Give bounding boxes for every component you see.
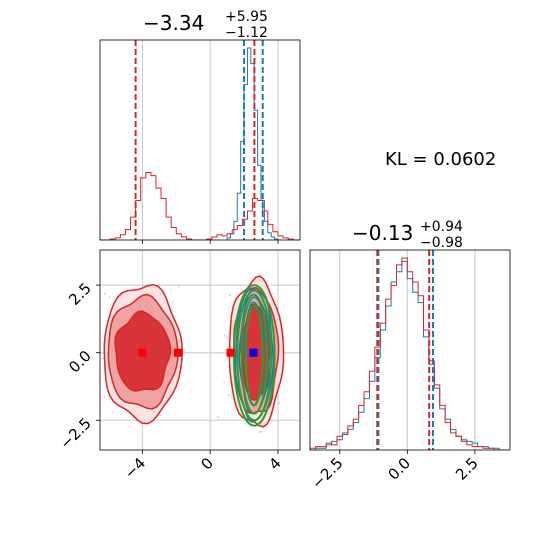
- joint-sample-point: [260, 430, 263, 433]
- panel-param1-histogram: [99, 39, 301, 244]
- param1-title: −3.34 +5.95 −1.12: [143, 9, 268, 41]
- joint-sample-point: [225, 336, 228, 339]
- param2-title-plus: +0.94: [420, 219, 463, 235]
- joint-sample-point: [172, 300, 174, 303]
- joint-sample-point: [229, 294, 231, 297]
- kl-annotation: KL = 0.0602: [385, 149, 496, 170]
- red-marker-1: [173, 348, 182, 357]
- joint-plot-area: [70, 275, 285, 433]
- joint-sample-point: [258, 431, 261, 433]
- p2-red-histogram: [310, 257, 510, 450]
- param2-title: −0.13 +0.94 −0.98: [352, 219, 463, 251]
- joint-sample-point: [223, 334, 226, 337]
- p2-xtick-label-0: −2.5: [308, 454, 346, 492]
- joint-sample-point: [102, 357, 104, 360]
- panel-joint-contour: −4 0 4 −2.5 0.0 2.5: [56, 249, 301, 482]
- p1-red-histogram: [100, 172, 300, 240]
- joint-sample-point: [108, 296, 111, 299]
- joint-sample-point: [217, 415, 219, 418]
- joint-sample-point: [183, 349, 186, 352]
- joint-sample-point: [223, 381, 226, 384]
- panel-param2-histogram: −2.5 0.0 2.5: [308, 249, 511, 493]
- p1-hist-area: [100, 40, 300, 240]
- green-contour-0: [244, 304, 264, 407]
- p2-hist-area: [310, 250, 510, 450]
- param1-title-value: −3.34: [143, 11, 204, 35]
- param1-title-minus: −1.12: [225, 25, 268, 41]
- p2-xtick-label-1: 0.0: [385, 454, 415, 484]
- joint-sample-point: [228, 394, 230, 396]
- joint-sample-point: [112, 411, 115, 414]
- joint-sample-point: [70, 332, 72, 334]
- red-marker-2: [226, 348, 235, 357]
- joint-ytick-label-1: 0.0: [65, 347, 95, 377]
- joint-ytick-label-0: −2.5: [56, 414, 94, 452]
- p1-frame: [99, 39, 301, 241]
- blue-marker-0: [249, 348, 258, 357]
- joint-sample-point: [159, 414, 161, 417]
- joint-sample-point: [177, 285, 180, 287]
- joint-sample-point: [272, 293, 275, 296]
- red-marker-0: [138, 348, 147, 357]
- joint-sample-point: [278, 402, 281, 405]
- joint-frame: [99, 249, 301, 451]
- joint-xtick-label-0: −4: [121, 454, 149, 482]
- p2-frame: [309, 249, 511, 451]
- param2-title-value: −0.13: [352, 221, 413, 245]
- param1-title-plus: +5.95: [225, 9, 268, 25]
- joint-sample-point: [103, 292, 106, 295]
- p2-xtick-label-2: 2.5: [452, 454, 482, 484]
- joint-xtick-label-1: 0: [198, 454, 217, 473]
- joint-ytick-label-2: 2.5: [65, 279, 95, 309]
- param2-title-minus: −0.98: [420, 235, 463, 251]
- joint-sample-point: [103, 395, 106, 398]
- green-contour-1: [240, 296, 268, 415]
- green-contour-2: [236, 289, 273, 422]
- joint-xtick-label-2: 4: [265, 454, 284, 473]
